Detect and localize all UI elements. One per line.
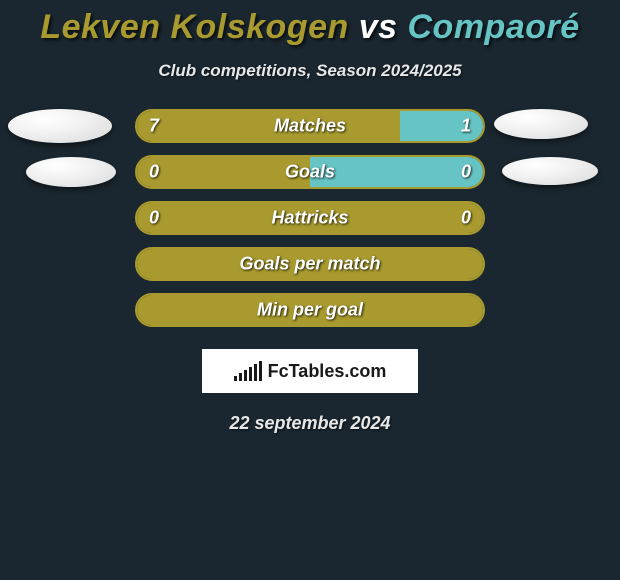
stat-value-left: 0 (149, 162, 159, 183)
stat-row: Goals per match (0, 247, 620, 281)
stat-row: Matches 7 1 (0, 109, 620, 143)
stat-bar-track: Goals 0 0 (135, 155, 485, 189)
stat-bar-right (310, 157, 483, 187)
vs-text: vs (359, 8, 398, 46)
stat-bar-track: Matches 7 1 (135, 109, 485, 143)
date-text: 22 september 2024 (229, 413, 390, 434)
stat-label: Hattricks (271, 208, 348, 229)
player1-name: Lekven Kolskogen (40, 8, 348, 46)
title: Lekven Kolskogen vs Compaoré (40, 8, 579, 47)
stat-label: Min per goal (257, 300, 363, 321)
stat-value-right: 1 (461, 116, 471, 137)
stat-label: Goals per match (239, 254, 380, 275)
stat-row: Hattricks 0 0 (0, 201, 620, 235)
stat-row: Goals 0 0 (0, 155, 620, 189)
stat-label: Goals (285, 162, 335, 183)
stats-stage: Matches 7 1 Goals 0 0 Hattricks 0 0 Goals per mat… (0, 109, 620, 339)
stat-value-right: 0 (461, 208, 471, 229)
stat-value-left: 0 (149, 208, 159, 229)
subtitle: Club competitions, Season 2024/2025 (158, 61, 461, 81)
logo-box: FcTables.com (202, 349, 418, 393)
logo-text: FcTables.com (268, 361, 387, 382)
player2-name: Compaoré (408, 8, 580, 46)
stat-bar-track: Hattricks 0 0 (135, 201, 485, 235)
stat-row: Min per goal (0, 293, 620, 327)
stat-bar-track: Goals per match (135, 247, 485, 281)
comparison-card: Lekven Kolskogen vs Compaoré Club compet… (0, 0, 620, 434)
stat-label: Matches (274, 116, 346, 137)
stat-value-left: 7 (149, 116, 159, 137)
stat-bar-track: Min per goal (135, 293, 485, 327)
stat-bar-left (137, 111, 400, 141)
logo-bars-icon (234, 361, 262, 381)
stat-value-right: 0 (461, 162, 471, 183)
